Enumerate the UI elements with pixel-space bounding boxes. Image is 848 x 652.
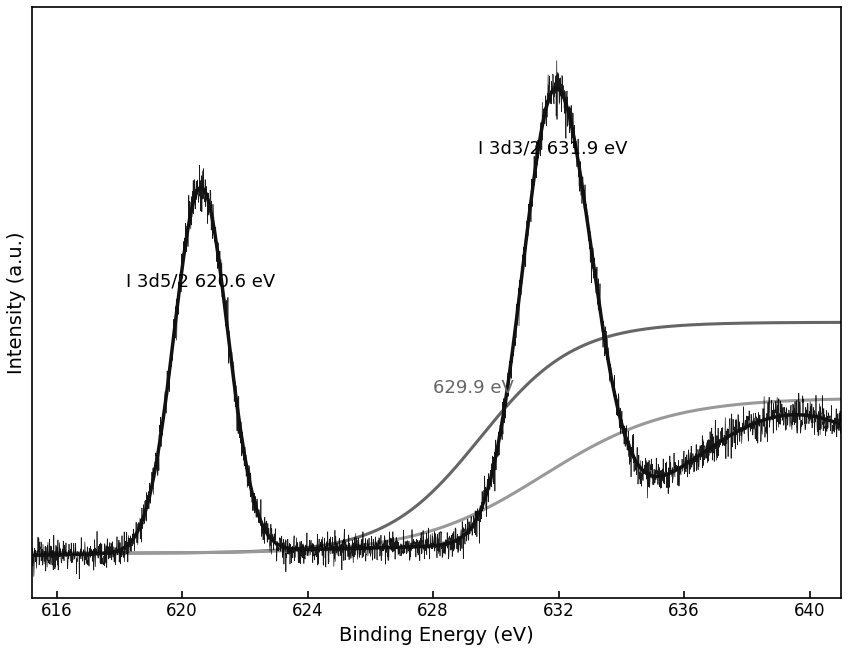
- X-axis label: Binding Energy (eV): Binding Energy (eV): [339, 626, 533, 645]
- Text: 629.9 eV: 629.9 eV: [433, 379, 514, 397]
- Text: I 3d3/2 631.9 eV: I 3d3/2 631.9 eV: [477, 140, 628, 158]
- Text: I 3d5/2 620.6 eV: I 3d5/2 620.6 eV: [126, 273, 275, 291]
- Y-axis label: Intensity (a.u.): Intensity (a.u.): [7, 231, 26, 374]
